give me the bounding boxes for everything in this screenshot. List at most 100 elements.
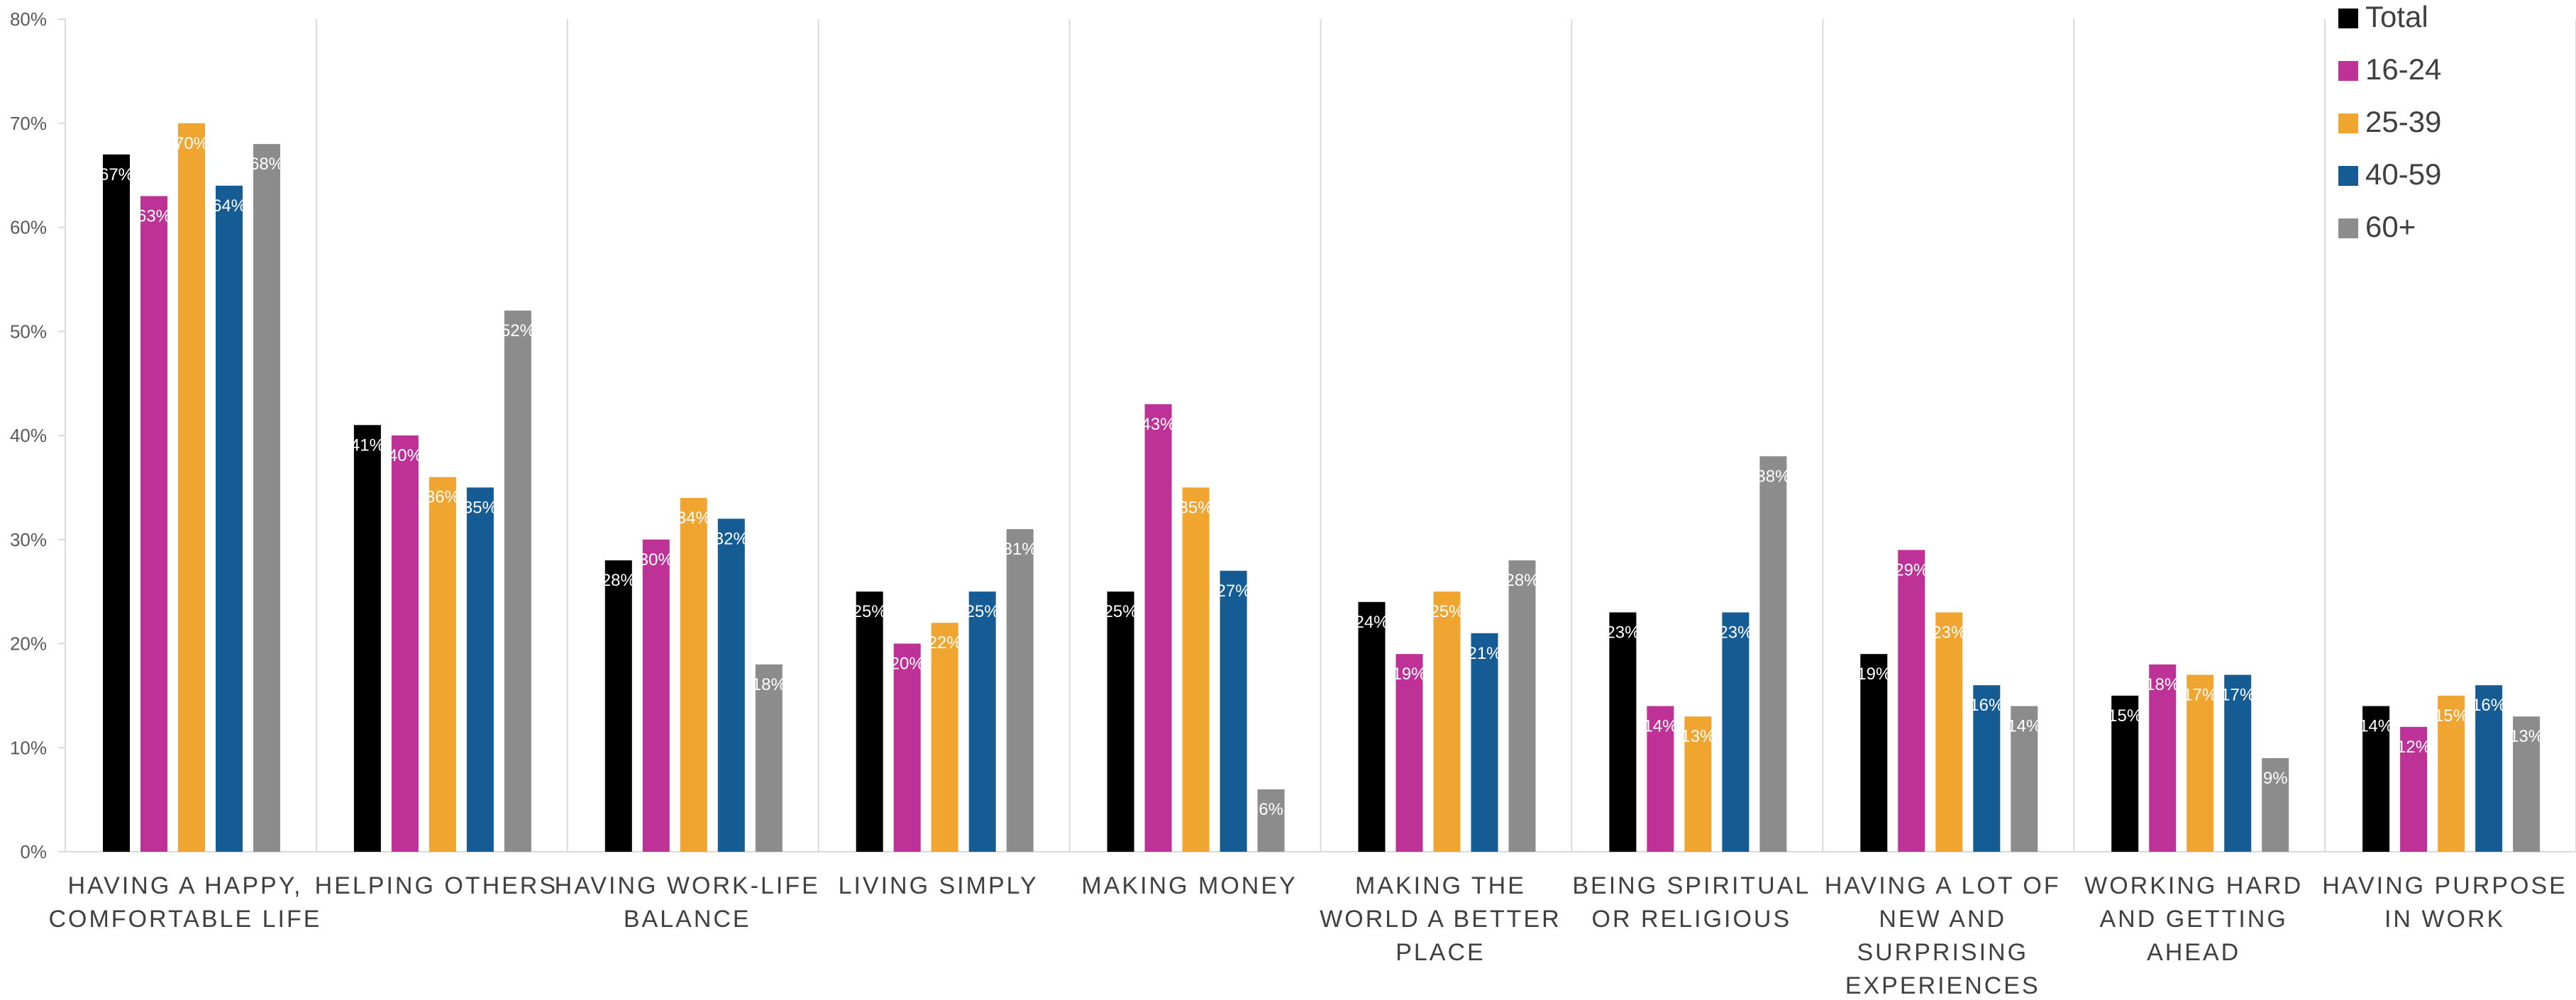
y-tick-label: 30% xyxy=(10,529,47,550)
bar xyxy=(2362,706,2390,852)
bar xyxy=(2011,706,2038,852)
data-label: 6% xyxy=(1259,800,1283,819)
category-label: NEW AND xyxy=(1879,906,2006,933)
bar xyxy=(140,196,167,852)
legend-swatch xyxy=(2338,9,2358,28)
bar xyxy=(1358,601,1386,852)
bar xyxy=(2149,664,2177,852)
bar xyxy=(1144,404,1172,852)
data-label: 9% xyxy=(2263,769,2288,788)
bar xyxy=(931,623,958,852)
data-label: 64% xyxy=(212,196,246,216)
category-label: EXPERIENCES xyxy=(1845,972,2040,996)
category-label: MAKING MONEY xyxy=(1081,872,1297,899)
bar xyxy=(604,560,632,852)
data-label: 35% xyxy=(463,498,497,517)
category-label: SURPRISING xyxy=(1857,939,2028,966)
category-label: AHEAD xyxy=(2147,939,2240,966)
bar xyxy=(2513,716,2541,852)
bar xyxy=(2111,695,2139,852)
data-label: 14% xyxy=(2007,717,2041,736)
bar xyxy=(642,539,670,852)
y-tick-label: 10% xyxy=(10,737,47,758)
bar xyxy=(216,185,243,852)
bar xyxy=(1433,591,1461,852)
y-tick-label: 50% xyxy=(10,321,47,342)
data-label: 35% xyxy=(1179,498,1213,517)
data-label: 24% xyxy=(1354,613,1388,632)
bar xyxy=(2475,685,2503,852)
x-axis-categories: HAVING A HAPPY, COMFORTABLE LIFE HELPING O… xyxy=(48,872,2565,999)
data-label: 12% xyxy=(2397,738,2431,757)
data-label: 23% xyxy=(1932,623,1966,642)
bar xyxy=(1722,612,1749,852)
data-label: 67% xyxy=(99,165,133,184)
bars-layer xyxy=(103,123,2541,852)
bar xyxy=(1898,550,1925,852)
y-tick-label: 0% xyxy=(20,841,47,862)
bar xyxy=(1395,654,1423,852)
bar xyxy=(1107,591,1134,852)
category-label: HAVING A LOT OF xyxy=(1825,872,2061,899)
data-label: 27% xyxy=(1217,582,1251,601)
bar xyxy=(2400,726,2428,852)
category-label: HELPING OTHERS xyxy=(315,872,558,899)
category-label: LIVING SIMPLY xyxy=(839,872,1039,899)
category-label: IN WORK xyxy=(2384,906,2505,933)
data-label: 63% xyxy=(137,206,171,226)
bar xyxy=(856,591,883,852)
data-label: 13% xyxy=(2509,727,2543,746)
data-label: 19% xyxy=(1857,665,1891,684)
category-label: MAKING THE xyxy=(1355,872,1526,899)
bar xyxy=(2187,674,2214,852)
y-tick-label: 40% xyxy=(10,425,47,446)
bar xyxy=(1006,529,1034,852)
y-axis: 0% 10% 20% 30% 40% 50% 60% 70% 80% xyxy=(10,9,65,862)
bar xyxy=(2224,674,2252,852)
data-label: 20% xyxy=(890,655,924,674)
data-label: 25% xyxy=(1430,602,1464,621)
legend-swatch xyxy=(2338,61,2358,81)
category-label: WORLD A BETTER xyxy=(1320,906,1561,933)
bar xyxy=(1609,612,1637,852)
category-label: WORKING HARD xyxy=(2084,872,2303,899)
bar xyxy=(178,123,205,852)
data-label: 28% xyxy=(1505,571,1539,590)
category-label: OR RELIGIOUS xyxy=(1592,906,1792,933)
bar xyxy=(1647,706,1674,852)
legend-label: Total xyxy=(2365,0,2428,33)
data-label: 15% xyxy=(2434,706,2468,726)
data-label: 30% xyxy=(639,550,673,570)
data-label: 28% xyxy=(602,571,636,590)
data-label: 70% xyxy=(175,134,209,153)
bar xyxy=(1471,633,1498,852)
bar xyxy=(755,664,783,852)
data-label: 52% xyxy=(501,321,535,340)
data-label: 18% xyxy=(752,675,786,694)
bar xyxy=(1684,716,1712,852)
category-label: PLACE xyxy=(1395,939,1486,966)
data-label: 34% xyxy=(677,509,711,528)
legend-label: 40-59 xyxy=(2365,157,2441,191)
data-label: 40% xyxy=(388,446,422,465)
data-label: 17% xyxy=(2183,686,2217,705)
data-label: 31% xyxy=(1003,540,1037,559)
bar xyxy=(1973,685,2001,852)
data-label: 18% xyxy=(2145,675,2179,694)
y-tick-label: 80% xyxy=(10,9,47,30)
data-label: 13% xyxy=(1681,727,1715,746)
data-label: 25% xyxy=(853,602,887,621)
legend-swatch xyxy=(2338,218,2358,238)
category-label: HAVING A HAPPY, xyxy=(67,872,302,899)
data-label: 43% xyxy=(1141,415,1176,434)
bar xyxy=(2262,757,2289,852)
data-label: 21% xyxy=(1467,644,1501,663)
data-label: 16% xyxy=(1969,696,2003,715)
bar xyxy=(1220,570,1247,852)
data-labels-layer: 67%41%28%25% 25%24%23%19%15%14%63%40%30%2… xyxy=(99,134,2543,819)
data-label: 23% xyxy=(1718,623,1752,642)
data-label: 19% xyxy=(1392,665,1426,684)
data-label: 15% xyxy=(2108,706,2142,726)
